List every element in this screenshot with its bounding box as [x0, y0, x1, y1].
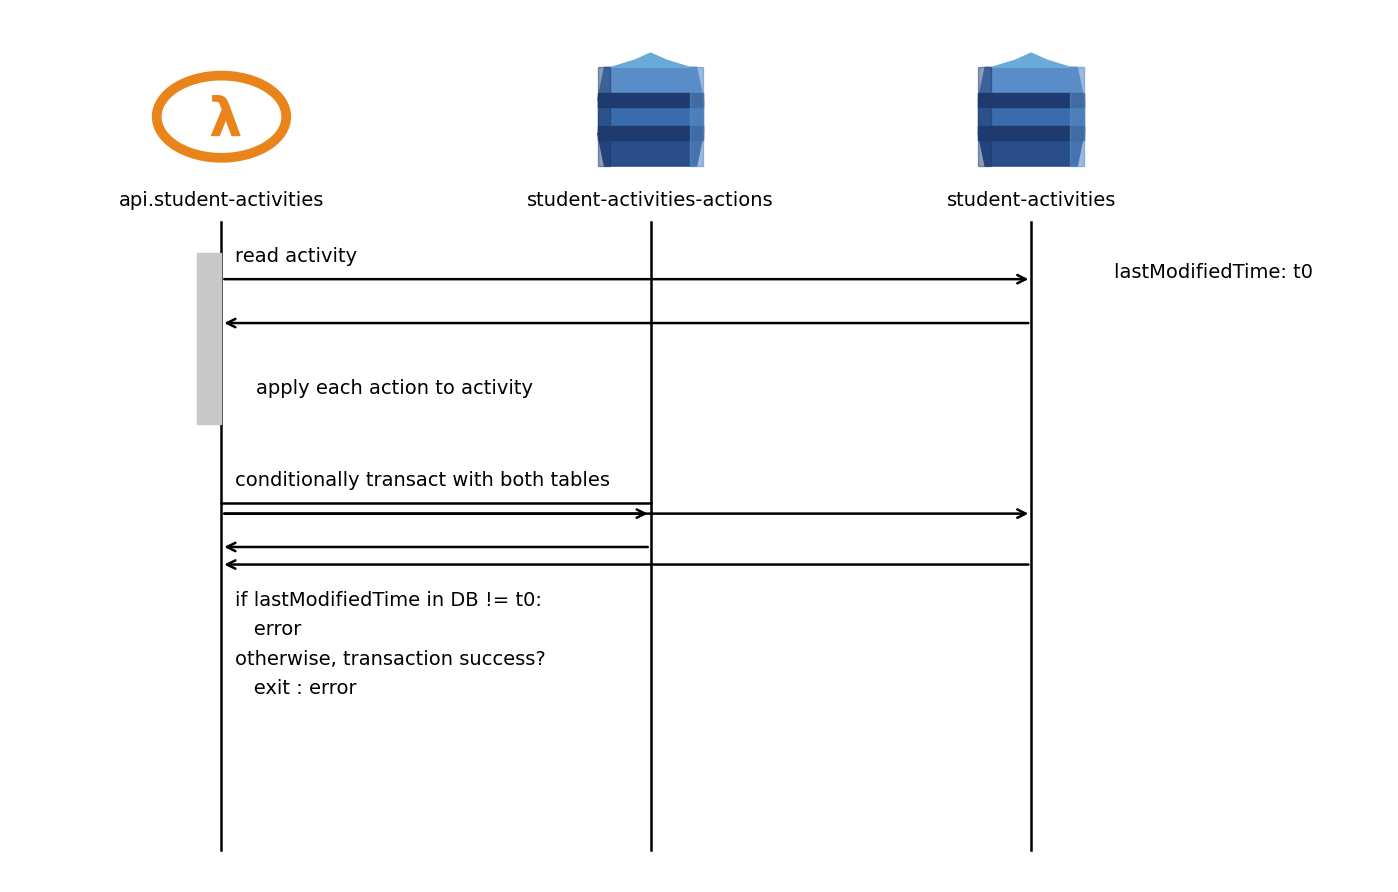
- Polygon shape: [979, 100, 1083, 133]
- Polygon shape: [979, 133, 1083, 166]
- Bar: [979, 94, 1083, 107]
- Text: conditionally transact with both tables: conditionally transact with both tables: [235, 471, 611, 490]
- Polygon shape: [979, 67, 991, 166]
- Polygon shape: [597, 67, 703, 100]
- Text: student-activities-actions: student-activities-actions: [527, 192, 774, 211]
- Polygon shape: [597, 100, 703, 133]
- Text: lastModifiedTime: t0: lastModifiedTime: t0: [1114, 262, 1313, 282]
- Bar: [597, 126, 703, 140]
- Text: if lastModifiedTime in DB != t0:
   error
otherwise, transaction success?
   exi: if lastModifiedTime in DB != t0: error o…: [235, 591, 547, 698]
- Text: apply each action to activity: apply each action to activity: [256, 379, 533, 399]
- Text: student-activities: student-activities: [946, 192, 1116, 211]
- Text: read activity: read activity: [235, 247, 358, 266]
- Polygon shape: [689, 67, 703, 166]
- Polygon shape: [1071, 67, 1083, 166]
- Polygon shape: [979, 67, 1083, 100]
- Bar: [597, 94, 703, 107]
- Polygon shape: [597, 133, 703, 166]
- Circle shape: [157, 76, 287, 158]
- Bar: [197, 252, 221, 424]
- Polygon shape: [597, 67, 611, 166]
- Polygon shape: [611, 54, 689, 67]
- Text: λ: λ: [208, 95, 242, 147]
- Text: api.student-activities: api.student-activities: [119, 192, 324, 211]
- Polygon shape: [993, 54, 1071, 67]
- Bar: [979, 126, 1083, 140]
